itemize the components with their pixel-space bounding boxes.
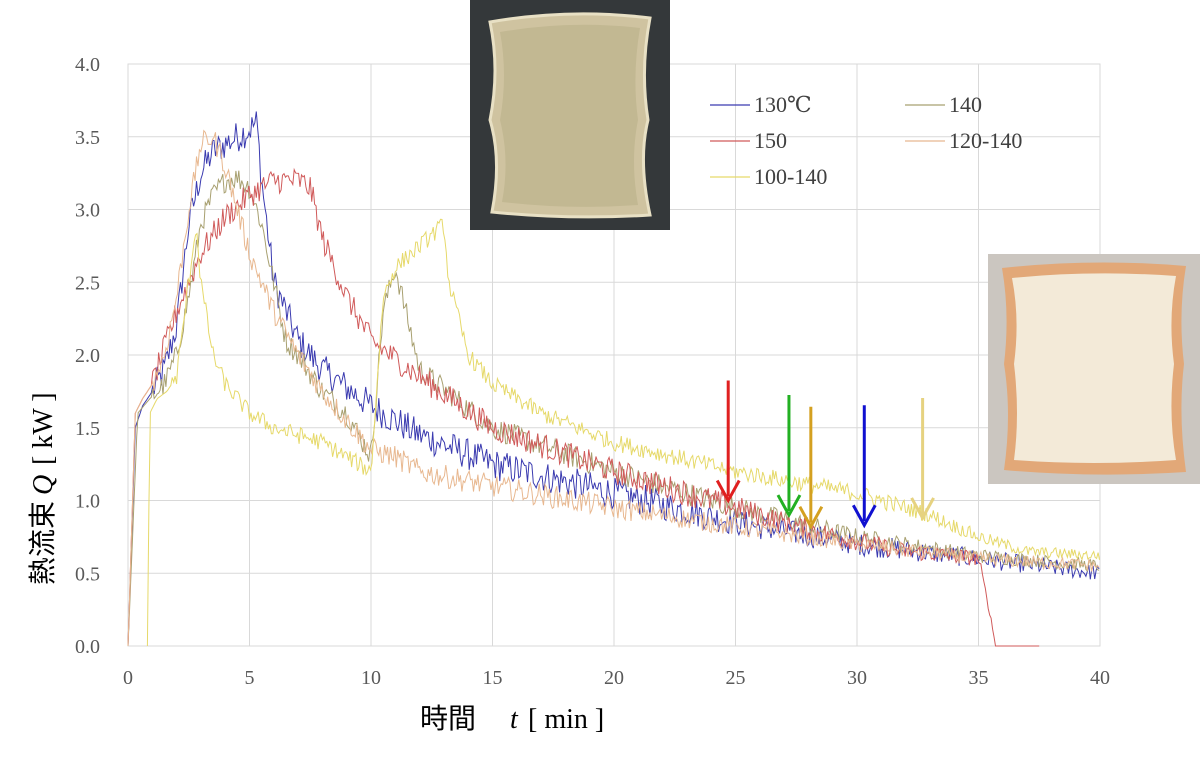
- legend-item-150: 150: [710, 128, 787, 153]
- x-axis-title: 時間 t [ min ]: [420, 702, 604, 735]
- x-tick-label: 5: [245, 667, 255, 689]
- y-axis-title-main: 熱流束: [26, 501, 59, 585]
- arrow-marker: [798, 406, 824, 530]
- legend-label: 130℃: [754, 92, 812, 117]
- y-axis-title-var: Q: [28, 475, 59, 495]
- series-line-140: [127, 170, 1100, 647]
- series-line-130℃: [127, 111, 1100, 647]
- y-tick-label: 0.0: [75, 636, 100, 658]
- legend-label: 100-140: [754, 164, 827, 189]
- legend: 130℃ 140 150 120-140 100-140: [710, 92, 1022, 189]
- y-tick-label: 1.0: [75, 491, 100, 513]
- legend-item-140: 140: [905, 92, 982, 117]
- arrows-group: [715, 380, 935, 530]
- toast-photo-dark-crust: [470, 0, 670, 230]
- legend-label: 140: [949, 92, 982, 117]
- x-tick-label: 10: [361, 667, 381, 689]
- bread-photo-fresh: [988, 254, 1200, 484]
- series-line-150: [127, 167, 1040, 647]
- x-axis-title-main: 時間: [420, 702, 476, 735]
- y-tick-labels: 0.0 0.5 1.0 1.5 2.0 2.5 3.0 3.5 4.0: [75, 54, 100, 658]
- arrow-marker: [910, 397, 935, 522]
- legend-item-120-140: 120-140: [905, 128, 1022, 153]
- y-axis-title-unit: [ kW ]: [28, 392, 59, 465]
- x-axis-title-var: t: [510, 704, 519, 735]
- legend-item-130℃: 130℃: [710, 92, 812, 117]
- x-tick-label: 0: [123, 667, 133, 689]
- x-tick-label: 15: [483, 667, 503, 689]
- series-line-100-140: [146, 218, 1100, 647]
- x-tick-labels: 0 5 10 15 20 25 30 35 40: [123, 667, 1110, 689]
- series-group: [127, 111, 1100, 647]
- y-tick-label: 3.0: [75, 200, 100, 222]
- y-tick-label: 2.5: [75, 272, 100, 294]
- legend-item-100-140: 100-140: [710, 164, 827, 189]
- x-tick-label: 30: [847, 667, 867, 689]
- arrow-marker: [851, 405, 877, 529]
- y-axis-title: 熱流束 Q [ kW ]: [26, 392, 59, 585]
- y-tick-label: 3.5: [75, 127, 100, 149]
- legend-label: 150: [754, 128, 787, 153]
- x-tick-label: 25: [726, 667, 746, 689]
- y-tick-label: 4.0: [75, 54, 100, 76]
- arrow-marker: [715, 380, 741, 504]
- x-axis-title-unit: [ min ]: [528, 704, 604, 735]
- y-tick-label: 2.0: [75, 345, 100, 367]
- y-tick-label: 0.5: [75, 563, 100, 585]
- x-tick-label: 35: [969, 667, 989, 689]
- x-tick-label: 20: [604, 667, 624, 689]
- x-tick-label: 40: [1090, 667, 1110, 689]
- series-line-120-140: [127, 129, 1100, 647]
- legend-label: 120-140: [949, 128, 1022, 153]
- arrow-marker: [776, 395, 802, 519]
- y-tick-label: 1.5: [75, 418, 100, 440]
